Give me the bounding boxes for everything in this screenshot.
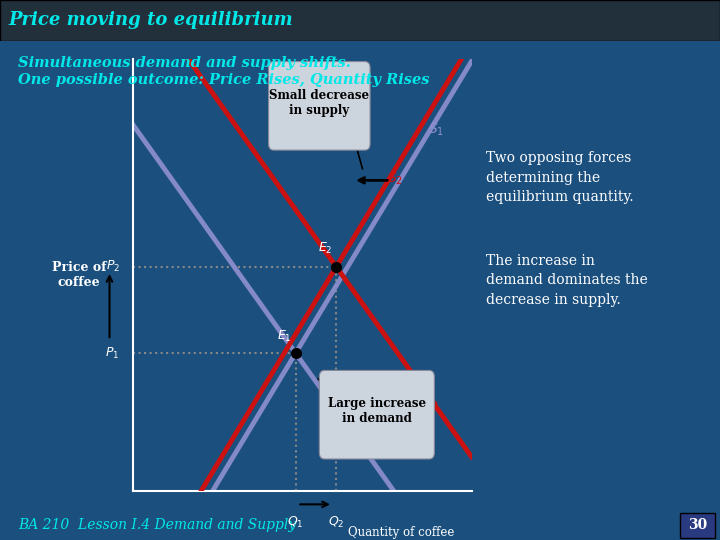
Text: $E_2$: $E_2$ [318,241,332,256]
Text: $P_1$: $P_1$ [105,346,120,361]
FancyBboxPatch shape [680,512,715,538]
Text: BA 210  Lesson I.4 Demand and Supply: BA 210 Lesson I.4 Demand and Supply [18,518,296,532]
Text: Price of
coffee: Price of coffee [52,261,107,289]
Text: $D_1$: $D_1$ [326,423,344,440]
Text: 30: 30 [688,518,707,532]
Text: $Q_2$: $Q_2$ [328,515,344,530]
Text: $D_2$: $D_2$ [420,395,438,411]
Text: Quantity of coffee: Quantity of coffee [348,526,455,539]
FancyBboxPatch shape [269,62,370,150]
Text: Price moving to equilibrium: Price moving to equilibrium [9,11,293,29]
Text: $E_1$: $E_1$ [277,329,292,345]
Text: $S_1$: $S_1$ [428,122,444,138]
Text: One possible outcome: Price Rises, Quantity Rises: One possible outcome: Price Rises, Quant… [18,73,430,87]
Text: Large increase
in demand: Large increase in demand [328,397,426,426]
Text: $P_2$: $P_2$ [106,259,120,274]
Text: The increase in
demand dominates the
decrease in supply.: The increase in demand dominates the dec… [486,254,648,307]
Text: $S_2$: $S_2$ [387,171,403,187]
Text: Simultaneous demand and supply shifts.: Simultaneous demand and supply shifts. [18,57,351,71]
Text: Two opposing forces
determining the
equilibrium quantity.: Two opposing forces determining the equi… [486,151,634,204]
FancyBboxPatch shape [0,0,720,40]
FancyBboxPatch shape [320,370,434,459]
Text: Small decrease
in supply: Small decrease in supply [269,89,369,117]
Text: $Q_1$: $Q_1$ [287,515,304,530]
